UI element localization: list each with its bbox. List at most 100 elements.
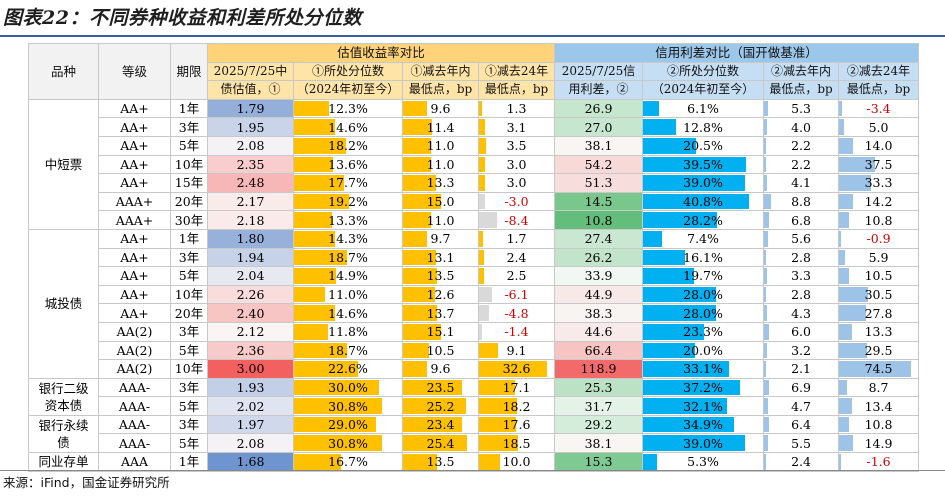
credit-pct-cell: 23.3% xyxy=(642,321,765,342)
yield-min24-cell-text: 17.6 xyxy=(502,417,531,433)
term-cell: 1年 xyxy=(170,98,208,119)
yield-minyear-cell-text: 15.1 xyxy=(426,324,455,340)
yield-pct-cell-bar xyxy=(294,156,333,173)
yield-minyear-cell-bar xyxy=(403,137,431,154)
credit-min24-cell-text: 30.5 xyxy=(864,287,893,303)
credit-minyear-cell: 5.3 xyxy=(763,98,840,119)
table-row: 银行二级 资本债 AAA- 3年 1.93 30.0% 23.5 17.1 25.3 37.2% 6… xyxy=(28,377,920,416)
yield-minyear-cell-text: 23.4 xyxy=(426,417,455,433)
yield-pct-cell: 16.7% xyxy=(293,452,403,472)
credit-min24-cell: 74.5 xyxy=(838,359,920,379)
header-credit-min24-l2: 最低点，bp xyxy=(838,80,920,100)
term-cell: 5年 xyxy=(170,396,208,416)
yield-pct-cell: 11.0% xyxy=(293,284,403,305)
credit-min24-cell: 5.0 xyxy=(838,117,920,137)
yield-pct-cell-bar xyxy=(294,342,348,359)
credit-min24-cell: 14.9 xyxy=(838,433,920,454)
credit-minyear-cell: 3.3 xyxy=(763,266,840,286)
credit-value-cell: 10.8 xyxy=(554,210,644,230)
yield-pct-cell-text: 30.0% xyxy=(328,379,368,395)
yield-value-cell: 3.00 xyxy=(207,359,294,379)
yield-value-cell: 1.68 xyxy=(207,452,294,472)
yield-minyear-cell: 11.0 xyxy=(402,210,479,230)
yield-pct-cell-bar xyxy=(294,137,346,154)
yield-pct-cell: 18.7% xyxy=(293,247,403,268)
credit-minyear-cell: 6.4 xyxy=(763,414,840,435)
credit-minyear-cell-bar xyxy=(764,342,767,359)
credit-min24-cell: 27.8 xyxy=(838,303,920,323)
credit-minyear-cell: 4.1 xyxy=(763,173,840,193)
yield-min24-cell: 18.5 xyxy=(477,433,556,454)
header-credit-pct-l2: （2024年初至今） xyxy=(642,80,765,100)
credit-pct-cell-text: 28.2% xyxy=(683,212,723,228)
rating-cell: AA+ xyxy=(98,98,171,119)
credit-minyear-cell-bar xyxy=(764,137,766,154)
yield-min24-cell: -6.1 xyxy=(477,284,556,305)
yield-minyear-cell-text: 10.5 xyxy=(426,342,455,358)
credit-minyear-cell: 2.2 xyxy=(763,135,840,156)
yield-min24-cell-text: 2.5 xyxy=(506,268,527,284)
yield-value-cell: 1.93 xyxy=(207,377,294,398)
credit-minyear-cell-bar xyxy=(764,119,768,135)
credit-pct-cell: 39.0% xyxy=(642,173,765,193)
credit-minyear-cell-bar xyxy=(764,286,767,303)
yield-min24-cell-text: -1.4 xyxy=(504,324,529,340)
term-cell: 5年 xyxy=(170,135,208,156)
credit-pct-cell-text: 20.0% xyxy=(683,342,723,358)
yield-min24-cell: 18.2 xyxy=(477,396,556,416)
yield-min24-cell: 1.3 xyxy=(477,98,556,119)
yield-minyear-cell-bar xyxy=(403,379,462,396)
credit-min24-cell-bar xyxy=(839,100,843,117)
yield-value-cell: 2.08 xyxy=(207,433,294,454)
credit-min24-cell-bar xyxy=(839,212,850,228)
table-row: AA+ 5年 2.04 14.9% 13.5 2.5 33.9 19.7% 3.3 10.5 xyxy=(29,266,920,286)
credit-min24-cell-text: 10.8 xyxy=(864,212,893,228)
yield-value-cell: 2.48 xyxy=(207,173,294,193)
yield-min24-cell-bar xyxy=(479,286,492,303)
yield-min24-cell-bar xyxy=(479,100,482,117)
term-cell: 3年 xyxy=(170,247,208,268)
yield-pct-cell: 18.2% xyxy=(293,135,403,156)
table-row: AA(2) 10年 3.00 22.6% 9.6 32.6 118.9 33.1% 2.1 74.… xyxy=(29,359,920,379)
credit-minyear-cell: 4.0 xyxy=(763,117,840,137)
header-yield-pct-l1: ①所处分位数 xyxy=(293,61,403,82)
rating-cell: AAA xyxy=(98,452,171,472)
yield-value-cell: 1.95 xyxy=(207,117,294,137)
yield-minyear-cell-bar xyxy=(403,305,438,321)
section-label-line: 中短票 xyxy=(44,156,83,172)
term-cell: 30年 xyxy=(170,210,208,230)
yield-value-cell: 2.18 xyxy=(207,210,294,230)
yield-min24-cell: 3.0 xyxy=(477,173,556,193)
section-label: 银行二级 资本债 xyxy=(28,377,99,416)
credit-pct-cell-bar xyxy=(643,398,727,414)
credit-minyear-cell-bar xyxy=(764,175,768,191)
credit-min24-cell-text: 14.0 xyxy=(864,138,893,154)
rating-cell: AA+ xyxy=(98,284,171,305)
table-row: AA+ 10年 2.26 11.0% 12.6 -6.1 44.9 28.0% 2.8 30.5 xyxy=(29,284,920,305)
yield-minyear-cell-text: 13.5 xyxy=(426,454,455,470)
yield-min24-cell: 3.1 xyxy=(477,117,556,137)
yield-min24-cell-bar xyxy=(479,398,517,414)
term-cell: 1年 xyxy=(170,452,208,472)
credit-min24-cell: 10.5 xyxy=(838,266,920,286)
credit-pct-cell-text: 20.5% xyxy=(683,138,723,154)
yield-min24-cell: 3.0 xyxy=(477,154,556,175)
credit-pct-cell: 37.2% xyxy=(642,377,765,398)
credit-value-cell: 66.4 xyxy=(554,340,644,361)
rating-cell: AAA+ xyxy=(98,210,171,230)
credit-minyear-cell-bar xyxy=(764,268,767,284)
yield-min24-cell-bar xyxy=(479,212,497,228)
yield-pct-cell-bar xyxy=(294,286,326,303)
yield-minyear-cell-text: 9.6 xyxy=(430,101,451,117)
yield-min24-cell-bar xyxy=(479,435,518,452)
credit-pct-cell: 16.1% xyxy=(642,247,765,268)
credit-min24-cell-text: 13.4 xyxy=(864,398,893,414)
credit-pct-cell: 7.4% xyxy=(642,228,765,249)
yield-pct-cell-bar xyxy=(294,435,382,452)
credit-min24-cell-bar xyxy=(839,454,841,470)
yield-minyear-cell-bar xyxy=(403,175,437,191)
credit-pct-cell: 28.0% xyxy=(642,303,765,323)
credit-minyear-cell: 3.2 xyxy=(763,340,840,361)
yield-minyear-cell: 25.2 xyxy=(402,396,479,416)
term-cell: 3年 xyxy=(170,377,208,398)
